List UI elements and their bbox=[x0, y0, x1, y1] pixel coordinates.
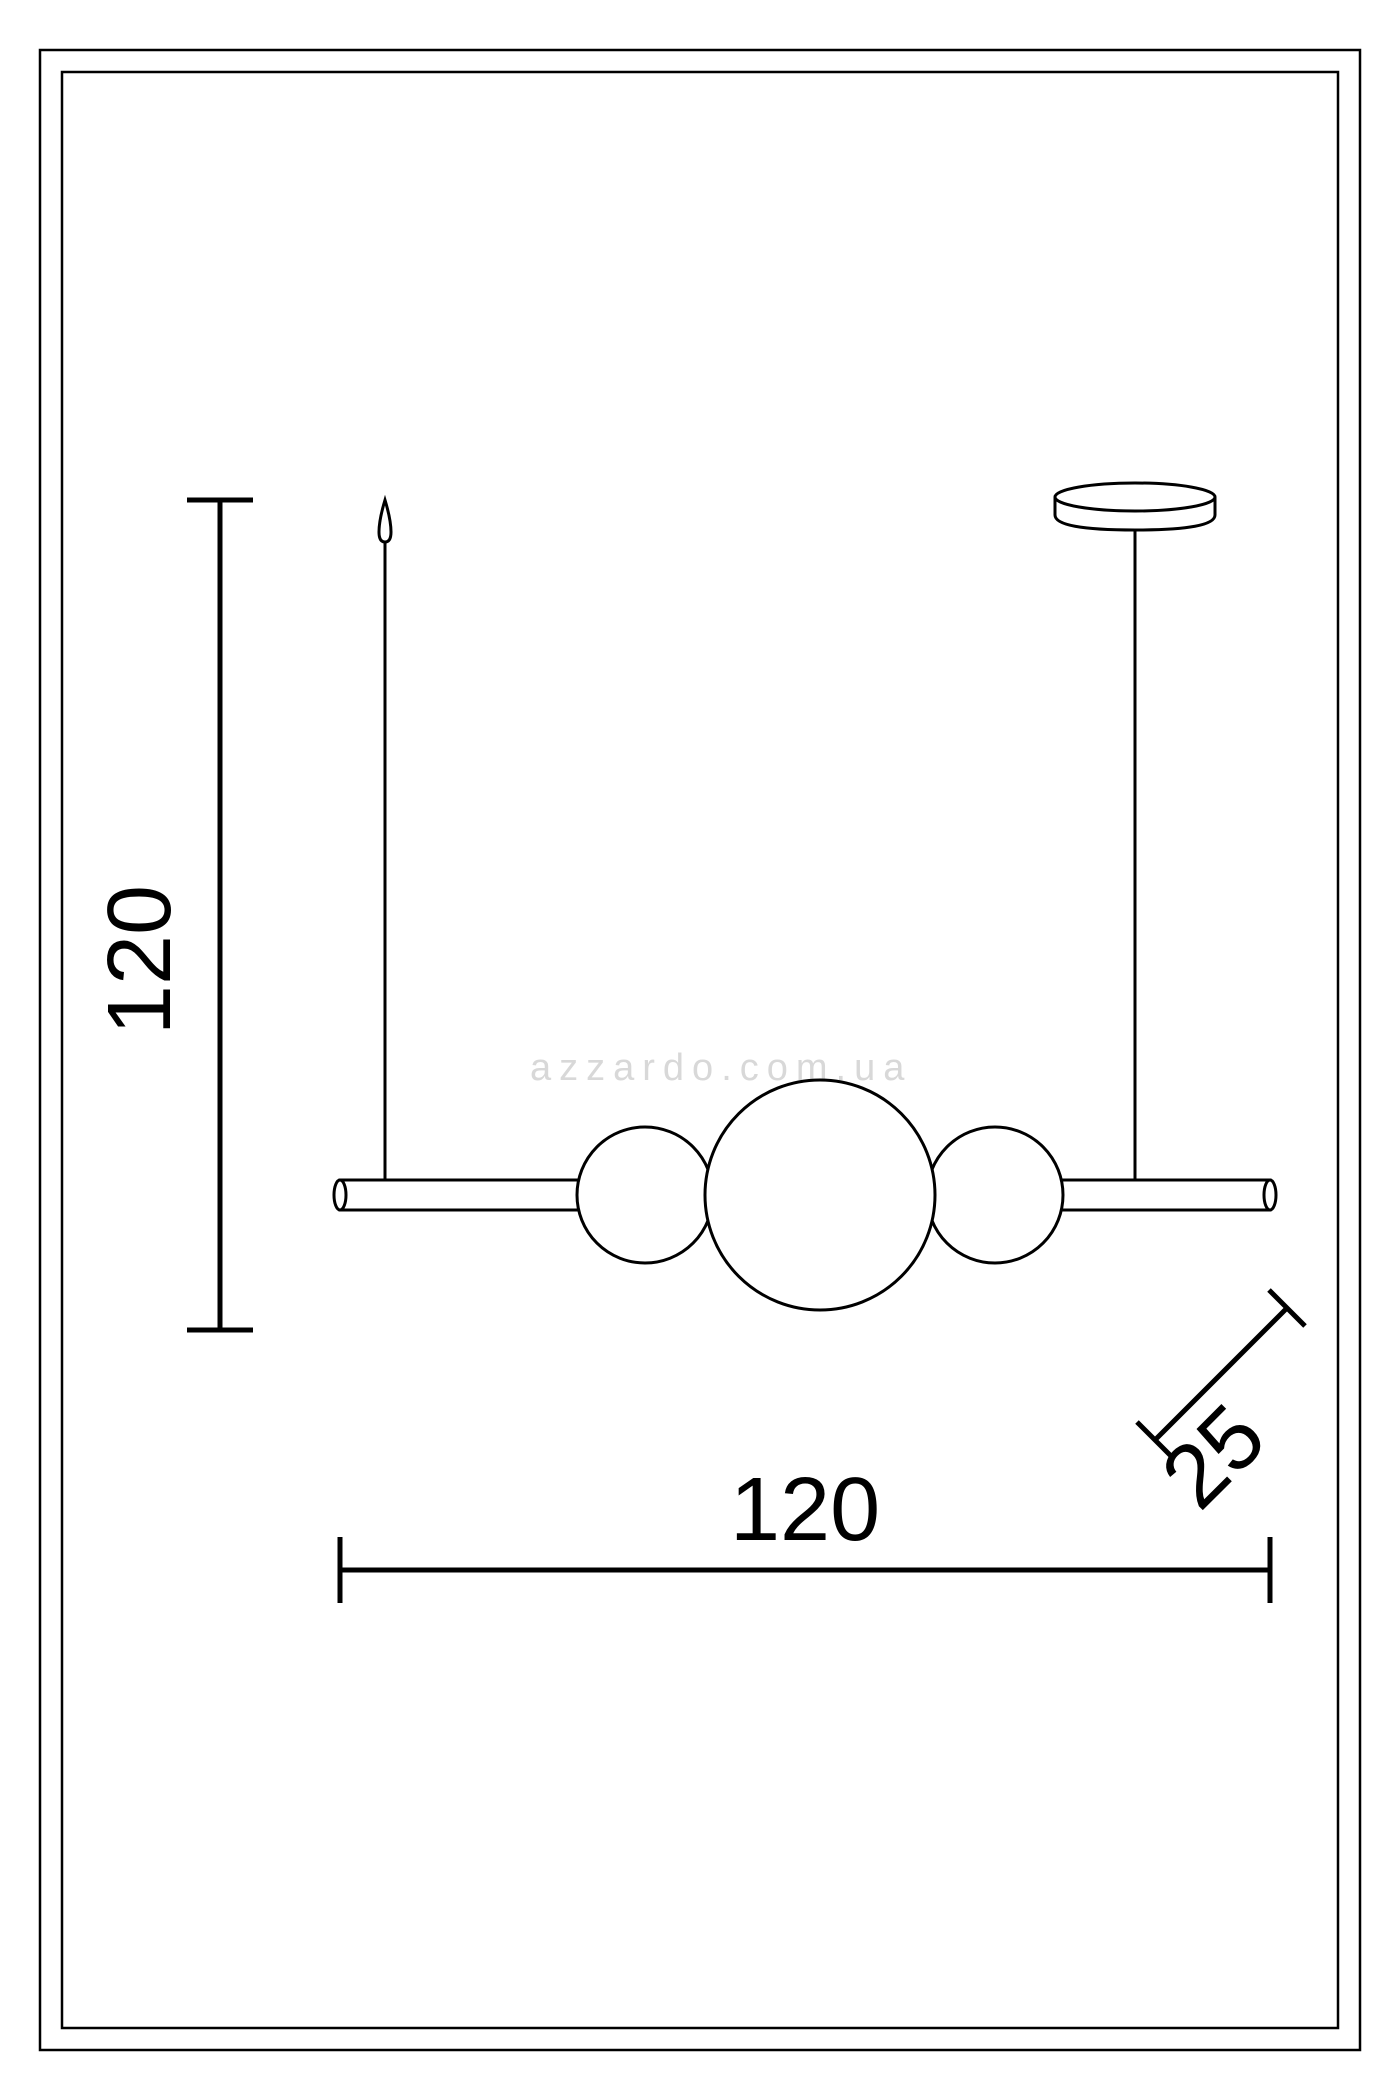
sphere-center bbox=[705, 1080, 935, 1310]
canopy bbox=[1055, 483, 1215, 530]
watermark: azzardo.com.ua bbox=[530, 1047, 912, 1089]
lamp-drawing bbox=[334, 483, 1276, 1310]
sphere-left bbox=[577, 1127, 713, 1263]
technical-drawing: azzardo.com.ua bbox=[0, 0, 1400, 2100]
height-label: 120 bbox=[90, 885, 190, 1035]
sphere-right bbox=[927, 1127, 1063, 1263]
width-label: 120 bbox=[730, 1460, 880, 1560]
teardrop-terminal bbox=[379, 500, 391, 542]
dimension-height bbox=[187, 500, 253, 1330]
depth-label: 25 bbox=[1143, 1386, 1284, 1527]
